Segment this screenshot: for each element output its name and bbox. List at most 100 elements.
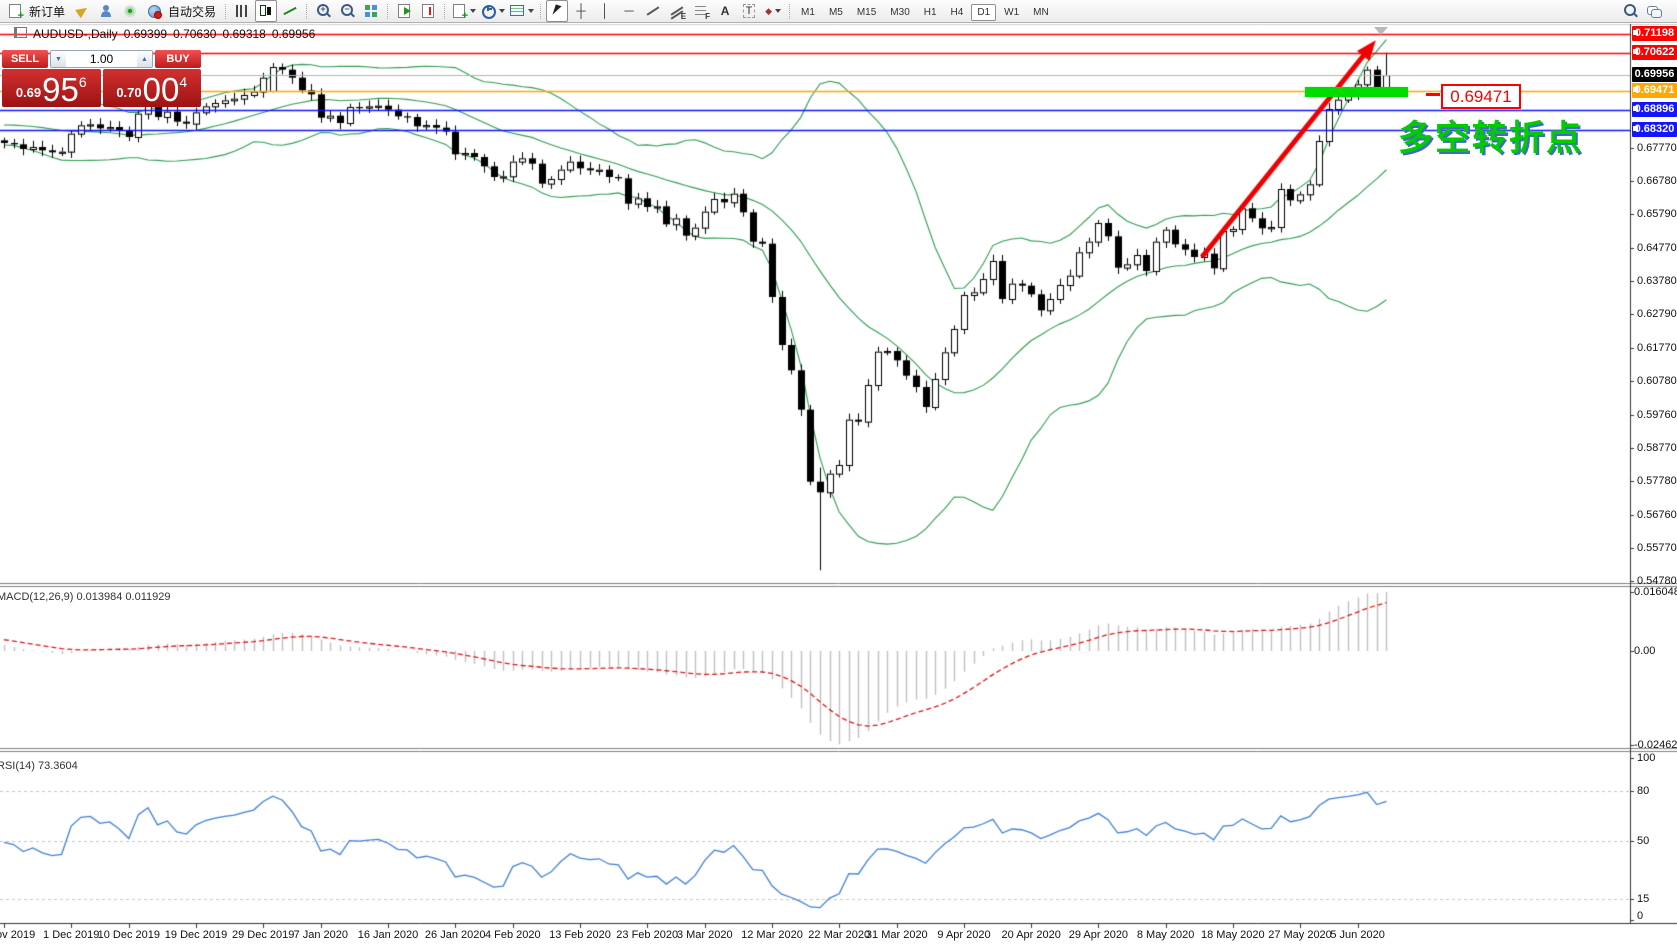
date-tick-label: 29 Dec 2019 (231, 929, 295, 941)
signals-button[interactable] (119, 0, 141, 22)
level-price-tag: 0.68320 (1632, 121, 1677, 137)
buy-price-sup: 4 (179, 74, 188, 90)
equidistant-channel-icon: E (669, 3, 686, 21)
rsi-axis-label: 80 (1637, 785, 1650, 797)
macd-name: MACD(12,26,9) (0, 591, 74, 603)
zoom-in-icon: + (315, 3, 332, 19)
date-tick-label: 22 Mar 2020 (808, 929, 871, 941)
date-tick-label: 4 Feb 2020 (484, 929, 541, 941)
turning-point-note[interactable]: 多空转折点 (1398, 119, 1584, 158)
date-tick-label: 9 Apr 2020 (937, 929, 991, 941)
profile-chart-button[interactable] (95, 0, 117, 22)
sell-price-button[interactable]: 0.69 95 6 (2, 69, 101, 107)
price-tag-annotation[interactable]: 0.69471 (1441, 84, 1521, 109)
cursor-icon (549, 3, 565, 19)
fibonacci-tool-button[interactable]: F (690, 0, 712, 22)
timeframe-w1[interactable]: W1 (1004, 7, 1020, 18)
rsi-axis-label: 50 (1637, 835, 1650, 847)
arrow-anchor-marker-icon (1374, 27, 1388, 35)
date-tick-label: 7 Jan 2020 (293, 929, 349, 941)
text-tool-button[interactable]: A (714, 0, 736, 22)
new-order-button[interactable]: + (4, 0, 26, 22)
price-tag-dash (1426, 93, 1440, 96)
vertical-line-tool-button[interactable]: │ (594, 0, 616, 22)
gold-pointer-icon (74, 3, 90, 19)
price-tick-label: 0.57780 (1637, 475, 1677, 487)
date-tick-label: 23 Feb 2020 (616, 929, 679, 941)
new-order-label[interactable]: 新订单 (29, 4, 66, 19)
text-label-tool-button[interactable]: T (738, 0, 760, 22)
chart-title: AUDUSD-,Daily 0.69399 0.70630 0.69318 0.6995… (14, 27, 321, 41)
search-icon (1622, 3, 1638, 19)
price-tick-label: 0.65790 (1637, 208, 1677, 220)
timeframe-d1[interactable]: D1 (971, 4, 997, 21)
autotrading-label[interactable]: 自动交易 (168, 4, 217, 19)
candlestick-chart-button[interactable] (255, 0, 278, 22)
price-tick-label: 0.67770 (1637, 142, 1677, 154)
autotrading-button[interactable] (143, 0, 165, 22)
chart-shift-button[interactable] (417, 0, 439, 22)
templates-button[interactable] (508, 0, 535, 22)
zoom-in-button[interactable]: + (312, 0, 334, 22)
bar-chart-button[interactable] (231, 0, 253, 22)
volume-increase-button[interactable]: ▲ (137, 51, 152, 67)
price-tick-label: 0.60780 (1637, 375, 1677, 387)
chevron-down-icon (528, 9, 535, 13)
highlight-bar-annotation[interactable] (1305, 87, 1408, 97)
new-order-icon: + (7, 3, 24, 22)
timeframe-m15[interactable]: M15 (856, 7, 877, 18)
timeframe-h4[interactable]: H4 (950, 7, 964, 18)
indicators-button[interactable]: + (450, 0, 477, 22)
trend-arrow-annotation[interactable] (1194, 37, 1380, 265)
date-tick-label: 13 Feb 2020 (549, 929, 611, 941)
auto-scroll-button[interactable] (393, 0, 415, 22)
sell-button[interactable]: SELL (2, 50, 48, 68)
date-tick-label: 3 Mar 2020 (676, 929, 733, 941)
shapes-icon: ◆ (765, 5, 772, 16)
tile-windows-button[interactable] (360, 0, 382, 22)
chat-button[interactable] (1643, 0, 1665, 22)
crosshair-icon: ┼ (576, 3, 586, 18)
channel-tool-button[interactable]: E (666, 0, 688, 22)
timeframe-m30[interactable]: M30 (890, 7, 910, 18)
rsi-axis-label: 0 (1637, 910, 1644, 922)
buy-button[interactable]: BUY (155, 50, 201, 68)
gold-pointer-button[interactable] (71, 0, 93, 22)
price-tick-label: 0.66780 (1637, 175, 1677, 187)
horizontal-line-tool-button[interactable]: ─ (618, 0, 640, 22)
trendline-icon (645, 3, 661, 19)
date-tick-label: 18 May 2020 (1200, 929, 1265, 941)
price-tick-label: 0.56760 (1637, 509, 1677, 521)
rsi-axis-label: 15 (1637, 893, 1650, 906)
periods-clock-icon (480, 3, 497, 19)
line-chart-button[interactable] (279, 0, 301, 22)
macd-indicator-label: MACD(12,26,9) 0.013984 0.011929 (0, 591, 170, 603)
timeframe-m1[interactable]: M1 (801, 7, 815, 18)
toolbar-separator (540, 3, 542, 19)
timeframe-group: M1 M5 M15 M30 H1 H4 D1 W1 MN (794, 2, 1056, 21)
zoom-out-button[interactable]: − (336, 0, 358, 22)
trendline-tool-button[interactable] (642, 0, 664, 22)
crosshair-tool-button[interactable]: ┼ (570, 0, 592, 22)
cursor-tool-button[interactable] (546, 0, 569, 22)
buy-price-button[interactable]: 0.70 00 4 (102, 69, 201, 107)
timeframe-m5[interactable]: M5 (828, 7, 843, 18)
sell-price-big: 95 (42, 71, 79, 108)
volume-spinner: ▼ ▲ (50, 50, 153, 68)
shapes-tool-button[interactable]: ◆ (762, 0, 784, 22)
volume-decrease-button[interactable]: ▼ (51, 51, 66, 67)
timeframe-h1[interactable]: H1 (923, 7, 937, 18)
date-tick-label: 31 Mar 2020 (865, 929, 928, 941)
autotrading-icon (146, 3, 163, 19)
periods-button[interactable] (479, 0, 506, 22)
date-tick-label: 12 Mar 2020 (741, 929, 803, 941)
signals-icon (122, 3, 138, 19)
price-tick-label: 0.54780 (1637, 575, 1677, 587)
date-tick-label: 8 May 2020 (1136, 929, 1195, 941)
search-button[interactable] (1619, 0, 1641, 22)
timeframe-mn[interactable]: MN (1033, 7, 1049, 18)
date-tick-label: 16 Jan 2020 (357, 929, 419, 941)
volume-input[interactable] (66, 51, 137, 67)
